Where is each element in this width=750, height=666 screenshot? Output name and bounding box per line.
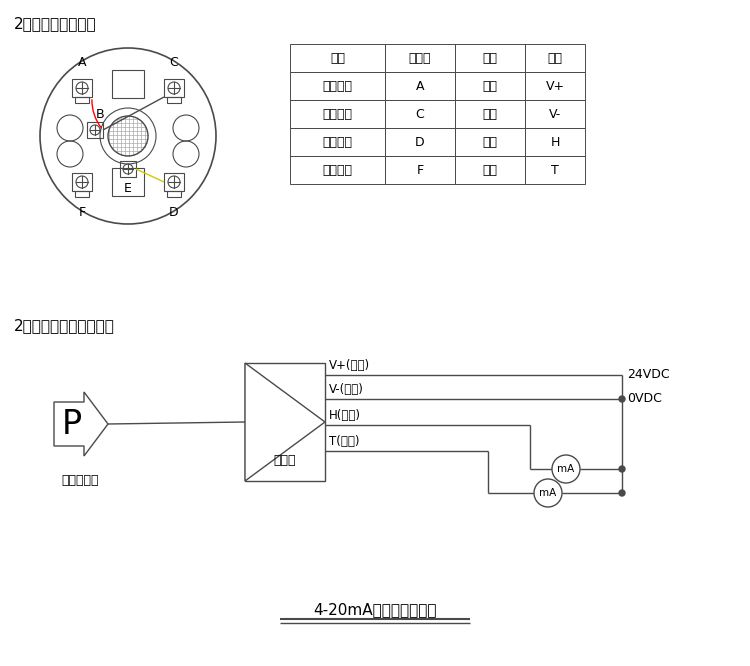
Bar xyxy=(525,100,585,128)
Text: A: A xyxy=(78,57,86,69)
Text: V-(黑色): V-(黑色) xyxy=(329,383,364,396)
Text: 电源正极: 电源正极 xyxy=(322,79,352,93)
Text: 变送器: 变送器 xyxy=(274,454,296,467)
Bar xyxy=(112,168,144,196)
Text: 线色: 线色 xyxy=(482,51,497,65)
Bar xyxy=(290,128,385,156)
Bar xyxy=(385,128,455,156)
Bar xyxy=(112,70,144,98)
Text: F: F xyxy=(416,163,424,176)
Bar xyxy=(75,97,89,103)
Text: D: D xyxy=(416,135,424,149)
Text: 输出: 输出 xyxy=(330,51,345,65)
Text: 接线柱: 接线柱 xyxy=(409,51,431,65)
Bar xyxy=(455,156,525,184)
Bar xyxy=(72,79,92,97)
Text: 24VDC: 24VDC xyxy=(627,368,670,382)
Text: H: H xyxy=(550,135,560,149)
Text: E: E xyxy=(124,182,132,195)
Bar xyxy=(385,44,455,72)
Text: T(白色): T(白色) xyxy=(329,435,359,448)
Circle shape xyxy=(552,455,580,483)
Text: 符号: 符号 xyxy=(548,51,562,65)
Text: C: C xyxy=(416,107,424,121)
Bar xyxy=(290,100,385,128)
Bar xyxy=(525,72,585,100)
Bar xyxy=(385,72,455,100)
Text: mA: mA xyxy=(557,464,574,474)
Text: 2、产品接线方式：: 2、产品接线方式： xyxy=(14,16,97,31)
Bar xyxy=(75,191,89,197)
Bar xyxy=(120,161,136,177)
Text: A: A xyxy=(416,79,424,93)
Circle shape xyxy=(619,466,625,472)
Text: 黑色: 黑色 xyxy=(482,107,497,121)
Bar xyxy=(87,122,103,138)
Text: 温度输出: 温度输出 xyxy=(322,163,352,176)
Bar xyxy=(455,128,525,156)
Text: 黄色: 黄色 xyxy=(482,135,497,149)
Bar xyxy=(525,156,585,184)
Bar xyxy=(167,191,181,197)
Bar xyxy=(167,97,181,103)
Bar xyxy=(290,72,385,100)
Bar xyxy=(164,79,184,97)
Bar xyxy=(290,156,385,184)
Text: V-: V- xyxy=(549,107,561,121)
Text: 4-20mA电流输出接线图: 4-20mA电流输出接线图 xyxy=(314,603,436,617)
Bar xyxy=(245,363,325,481)
Bar xyxy=(164,173,184,191)
Text: B: B xyxy=(96,108,104,121)
Bar xyxy=(385,100,455,128)
Bar xyxy=(290,44,385,72)
Text: mA: mA xyxy=(539,488,556,498)
Text: 白色: 白色 xyxy=(482,163,497,176)
Text: F: F xyxy=(79,206,86,219)
Text: 0VDC: 0VDC xyxy=(627,392,662,406)
Text: 红色: 红色 xyxy=(482,79,497,93)
Text: H(黄色): H(黄色) xyxy=(329,409,361,422)
Polygon shape xyxy=(54,392,108,456)
Text: T: T xyxy=(551,163,559,176)
Text: 2、产品信号采集方式：: 2、产品信号采集方式： xyxy=(14,318,115,333)
Bar xyxy=(525,128,585,156)
Circle shape xyxy=(619,396,625,402)
Bar xyxy=(455,72,525,100)
Text: V+: V+ xyxy=(545,79,565,93)
Text: C: C xyxy=(170,57,178,69)
Bar xyxy=(525,44,585,72)
Text: P: P xyxy=(62,408,82,440)
Circle shape xyxy=(534,479,562,507)
Text: 湿度输出: 湿度输出 xyxy=(322,135,352,149)
Bar xyxy=(72,173,92,191)
Text: 温湿度输入: 温湿度输入 xyxy=(62,474,99,487)
Bar xyxy=(455,44,525,72)
Text: 电源负极: 电源负极 xyxy=(322,107,352,121)
Circle shape xyxy=(619,490,625,496)
Polygon shape xyxy=(245,363,325,481)
Text: V+(红色): V+(红色) xyxy=(329,359,370,372)
Text: D: D xyxy=(170,206,178,219)
Bar xyxy=(385,156,455,184)
Bar xyxy=(455,100,525,128)
